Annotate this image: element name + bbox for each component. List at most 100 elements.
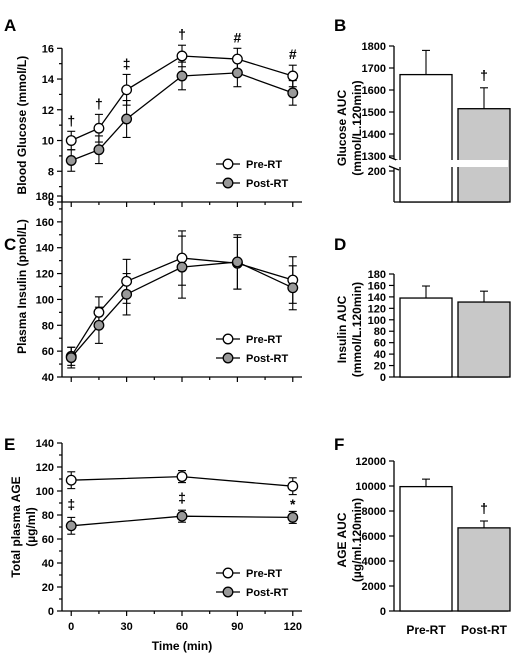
significance-marker: # <box>289 46 297 62</box>
y-tick-label: 100 <box>36 294 54 306</box>
y-tick-label: 1500 <box>362 107 386 119</box>
y-tick-label: 40 <box>42 372 54 384</box>
panel-B: B 200 1300 1400 1500 1600 1700 1800 Glucose AUC(… <box>334 16 511 203</box>
y-tick-label: 140 <box>368 292 386 304</box>
pre-rt-point <box>93 122 105 134</box>
significance-marker: * <box>290 496 296 512</box>
y-tick-label: 0 <box>380 606 386 618</box>
y-tick-label: 180 <box>36 191 54 203</box>
y-tick-label: 200 <box>368 166 386 178</box>
y-tick-label: 4000 <box>362 556 386 568</box>
y-tick-label: 2000 <box>362 581 386 593</box>
post-rt-point <box>231 256 243 268</box>
post-rt-point <box>176 261 188 273</box>
y-axis-title: AGE AUC <box>335 512 349 567</box>
legend-marker-post <box>222 586 234 598</box>
panel-A: A 6 8 10 12 14 16 Blood Glucose (mmol/L) † † ‡ † # # P… <box>4 16 302 209</box>
y-axis-title: Insulin AUC <box>335 295 349 363</box>
y-axis-title: Glucose AUC <box>335 90 349 167</box>
legend-label-post: Post-RT <box>246 178 288 190</box>
y-tick-label: 60 <box>374 338 386 350</box>
y-tick-label: 8 <box>48 166 54 178</box>
significance-marker: † <box>480 500 488 516</box>
pre-rt-point <box>287 70 299 82</box>
legend-marker-pre <box>222 333 234 345</box>
bar-post-rt <box>457 301 511 378</box>
y-axis-title: Blood Glucose (mmol/L) <box>15 56 29 195</box>
y-tick-label: 80 <box>374 326 386 338</box>
post-rt-point <box>287 282 299 294</box>
y-tick-label: 20 <box>374 361 386 373</box>
y-tick-label: 100 <box>368 315 386 327</box>
legend-marker-post <box>222 177 234 189</box>
y-tick-label: 12 <box>42 105 54 117</box>
significance-marker: † <box>67 112 75 128</box>
y-tick-label: 40 <box>374 349 386 361</box>
post-rt-point <box>121 288 133 300</box>
legend-label-pre: Pre-RT <box>246 568 282 580</box>
post-rt-point <box>93 319 105 331</box>
y-tick-label: 1700 <box>362 63 386 75</box>
panel-letter: C <box>4 235 16 254</box>
y-tick-label: 6000 <box>362 531 386 543</box>
y-tick-label: 120 <box>36 462 54 474</box>
y-tick-label: 0 <box>48 606 54 618</box>
significance-marker: † <box>95 95 103 111</box>
post-rt-point <box>65 352 77 364</box>
y-tick-label: 1300 <box>362 151 386 163</box>
pre-rt-point <box>176 50 188 62</box>
y-tick-label: 120 <box>368 303 386 315</box>
y-tick-label: 120 <box>36 269 54 281</box>
legend-marker-pre <box>222 158 234 170</box>
panel-C: C 40 60 80 100 120 140 160 180 Plasma Insulin (pm… <box>4 191 302 384</box>
post-rt-point <box>176 70 188 82</box>
legend-label-pre: Pre-RT <box>246 334 282 346</box>
x-axis-title: Time (min) <box>152 639 212 653</box>
pre-rt-point <box>176 471 188 483</box>
panel-E: E 0 20 40 60 80 100 120 140 0 30 60 90 120 Total plasm… <box>4 435 302 633</box>
significance-marker: ‡ <box>123 55 131 71</box>
post-rt-point <box>93 144 105 156</box>
x-tick-label: 30 <box>120 621 132 633</box>
y-tick-label: 80 <box>42 320 54 332</box>
significance-marker: # <box>233 29 241 45</box>
x-tick-label: 120 <box>284 621 302 633</box>
panel-letter: F <box>334 435 344 454</box>
y-axis-title: (µg/ml.120min) <box>350 498 364 582</box>
pre-rt-point <box>287 480 299 492</box>
post-rt-point <box>176 510 188 522</box>
legend-label-post: Post-RT <box>246 353 288 365</box>
y-tick-label: 16 <box>42 43 54 55</box>
y-axis-title: Total plasma AGE <box>9 476 23 577</box>
y-tick-label: 160 <box>36 217 54 229</box>
pre-rt-point <box>231 53 243 65</box>
y-tick-label: 20 <box>42 582 54 594</box>
y-tick-label: 6 <box>48 197 54 209</box>
panel-letter: D <box>334 235 346 254</box>
significance-marker: † <box>178 26 186 42</box>
post-rt-point <box>121 113 133 125</box>
y-tick-label: 10000 <box>355 481 386 493</box>
axis-break-gap <box>396 160 508 167</box>
y-tick-label: 160 <box>368 280 386 292</box>
pre-rt-point <box>65 474 77 486</box>
x-tick-label: 90 <box>231 621 243 633</box>
x-tick-label: 0 <box>68 621 74 633</box>
bar-pre-rt <box>399 73 453 203</box>
post-rt-point <box>65 155 77 166</box>
y-tick-label: 140 <box>36 438 54 450</box>
y-tick-label: 60 <box>42 346 54 358</box>
y-axis-title: (µg/ml) <box>24 507 38 547</box>
post-rt-point <box>287 87 299 99</box>
y-axis-title: (mmol/L.120min) <box>350 282 364 377</box>
post-rt-point <box>65 520 77 532</box>
pre-rt-point <box>93 306 105 318</box>
pre-rt-point <box>121 84 133 96</box>
significance-marker: † <box>480 67 488 83</box>
y-tick-label: 14 <box>42 74 55 86</box>
post-rt-point <box>231 67 243 79</box>
x-tick-label: 60 <box>176 621 188 633</box>
pre-rt-point <box>121 275 133 287</box>
